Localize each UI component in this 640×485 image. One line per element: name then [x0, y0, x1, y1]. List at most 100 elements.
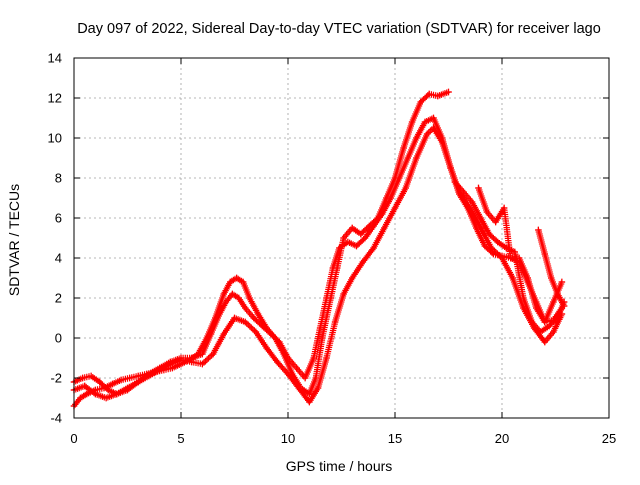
data-point — [560, 302, 568, 310]
data-point — [533, 298, 540, 306]
data-point — [370, 244, 377, 252]
data-point — [77, 394, 84, 402]
data-point — [199, 350, 206, 358]
chart-title: Day 097 of 2022, Sidereal Day-to-day VTE… — [77, 21, 601, 37]
data-point — [413, 134, 420, 142]
data-point — [468, 198, 476, 206]
data-point — [550, 328, 557, 336]
series-track-d — [451, 178, 568, 336]
data-point — [447, 164, 454, 172]
series-track-f — [535, 226, 568, 310]
data-point — [235, 294, 242, 302]
y-tick-label: 0 — [55, 331, 62, 346]
data-point — [340, 290, 347, 298]
data-point — [396, 174, 403, 182]
data-point — [545, 322, 553, 330]
y-tick-label: 10 — [48, 131, 62, 146]
data-point — [541, 250, 548, 258]
data-point — [259, 322, 266, 330]
data-point — [207, 330, 215, 338]
data-point — [276, 338, 283, 346]
y-tick-label: 8 — [55, 171, 62, 186]
data-point — [434, 92, 441, 100]
data-point — [515, 258, 523, 266]
data-point — [466, 204, 474, 212]
data-point — [316, 324, 324, 332]
data-point — [370, 222, 377, 230]
x-tick-label: 20 — [495, 431, 509, 446]
data-point — [314, 384, 322, 392]
data-point — [445, 88, 452, 96]
data-point — [558, 278, 566, 286]
data-point — [126, 374, 133, 382]
data-point — [550, 298, 557, 306]
y-tick-label: -4 — [50, 411, 62, 426]
data-point — [408, 118, 416, 126]
data-point — [404, 154, 411, 162]
data-point — [267, 330, 275, 338]
data-point — [524, 278, 531, 286]
data-point — [263, 344, 270, 352]
data-point — [477, 224, 484, 232]
data-point — [124, 384, 131, 392]
data-point — [349, 224, 356, 232]
data-point — [323, 294, 330, 302]
data-point — [492, 218, 499, 226]
data-point — [177, 356, 185, 364]
x-tick-label: 15 — [388, 431, 402, 446]
data-point — [421, 118, 429, 126]
data-point — [310, 354, 317, 362]
data-point — [233, 274, 240, 282]
data-point — [520, 294, 527, 302]
data-point — [274, 358, 281, 366]
x-tick-label: 10 — [281, 431, 295, 446]
data-point — [477, 214, 484, 222]
y-tick-label: 12 — [48, 91, 62, 106]
data-point — [387, 194, 394, 202]
data-point — [222, 298, 230, 306]
data-point — [135, 372, 142, 380]
data-point — [220, 290, 227, 298]
data-point — [554, 314, 561, 322]
data-point — [430, 114, 437, 122]
data-point — [509, 274, 516, 282]
data-point — [209, 350, 217, 358]
data-point — [79, 374, 86, 382]
data-point — [246, 294, 253, 302]
data-point — [250, 314, 257, 322]
plot-frame — [73, 57, 610, 419]
data-point — [344, 238, 352, 246]
data-point — [306, 390, 313, 398]
data-point — [541, 338, 548, 346]
data-point — [417, 98, 424, 106]
data-point — [541, 318, 548, 326]
data-point — [430, 124, 437, 132]
data-point — [361, 234, 369, 242]
data-point — [494, 238, 501, 246]
data-point — [220, 330, 227, 338]
data-point — [87, 372, 95, 380]
data-point — [402, 184, 409, 192]
data-point — [167, 360, 174, 368]
data-point — [481, 242, 489, 250]
data-point — [156, 366, 163, 374]
data-point — [145, 372, 153, 380]
data-point — [486, 230, 493, 238]
series-track-e — [475, 184, 566, 326]
data-point — [357, 230, 364, 238]
data-point — [460, 188, 467, 196]
data-point — [199, 360, 206, 368]
data-point — [475, 184, 482, 192]
data-point — [301, 374, 309, 382]
data-point — [81, 382, 88, 390]
data-point — [227, 278, 234, 286]
data-point — [284, 370, 292, 378]
data-point — [306, 398, 313, 406]
data-point — [216, 310, 223, 318]
data-point — [135, 378, 142, 386]
data-point — [554, 290, 561, 298]
data-point — [242, 318, 249, 326]
y-tick-label: 2 — [55, 291, 62, 306]
data-point — [548, 274, 555, 282]
